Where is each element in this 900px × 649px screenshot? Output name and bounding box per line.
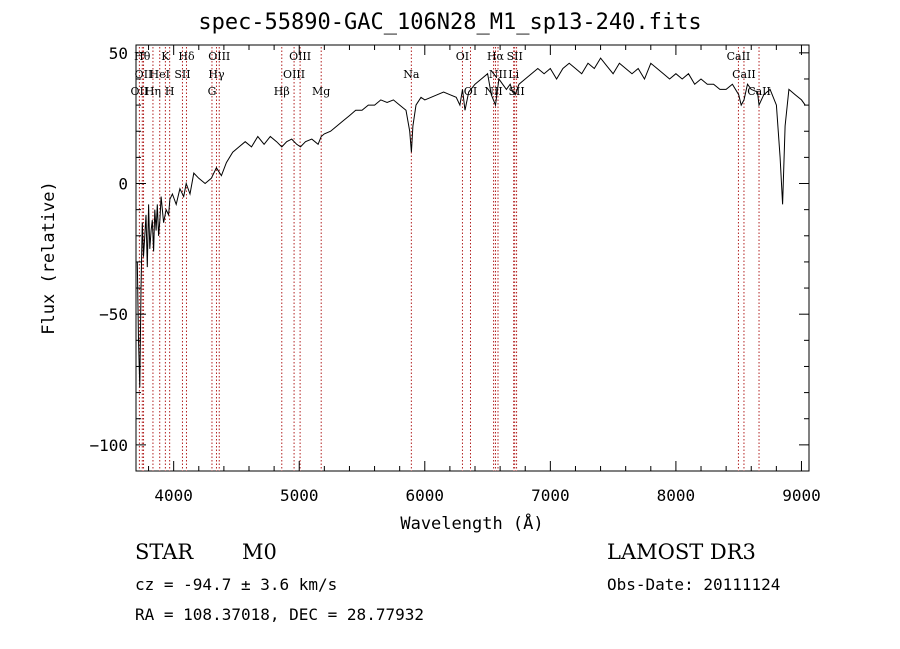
line-label-k: K <box>161 50 170 63</box>
line-label-oiii: OII <box>135 68 153 81</box>
line-label-oii: OII <box>131 85 149 98</box>
object-class: STAR <box>135 540 194 564</box>
redshift-velocity: cz = -94.7 ± 3.6 km/s <box>135 575 338 594</box>
line-label-hei: HeI <box>150 68 170 81</box>
line-label-hb: Hθ <box>134 50 151 63</box>
line-label-mg: Mg <box>312 85 330 98</box>
x-tick-label: 7000 <box>531 486 570 505</box>
observation-date: Obs-Date: 20111124 <box>607 575 781 594</box>
line-label-oiii-4363: OIII <box>208 50 230 63</box>
x-tick-label: 9000 <box>782 486 821 505</box>
line-label-sii-6716: SII <box>507 50 523 63</box>
line-label-oi: OI <box>456 50 469 63</box>
line-label-li: Li <box>508 68 519 81</box>
spectral-line-markers <box>138 47 760 471</box>
line-label-caii-8542: CaII <box>732 68 756 81</box>
line-label-nii-6548: NII <box>484 85 502 98</box>
line-label-h: H <box>165 85 175 98</box>
spectrum-line <box>136 57 806 388</box>
object-subclass: M0 <box>242 540 277 564</box>
plot-frame <box>135 44 810 472</box>
line-label-oiii-5007: OIII <box>289 50 311 63</box>
survey-name: LAMOST DR3 <box>607 540 756 564</box>
x-tick-label: 6000 <box>406 486 445 505</box>
line-label-g: G <box>208 85 217 98</box>
chart-title: spec-55890-GAC_106N28_M1_sp13-240.fits <box>198 10 702 35</box>
line-label-na: Na <box>403 68 420 81</box>
y-tick-label: 50 <box>109 44 128 63</box>
line-label-hη: Hη <box>145 85 161 98</box>
line-label-oi-6364: OI <box>464 85 477 98</box>
line-label-caii-8662: CaII <box>747 85 771 98</box>
line-label-nii-6583: NII <box>489 68 507 81</box>
x-tick-label: 4000 <box>154 486 193 505</box>
line-label-hβ: Hβ <box>274 85 290 98</box>
line-label-caii-8498: CaII <box>727 50 751 63</box>
coordinates: RA = 108.37018, DEC = 28.77932 <box>135 605 424 624</box>
y-tick-label: −50 <box>99 305 128 324</box>
axis-ticks <box>136 45 809 472</box>
line-label-hδ: Hδ <box>178 50 195 63</box>
line-label-oiii-4959: OIII <box>283 68 305 81</box>
y-axis-label: Flux (relative) <box>39 181 59 335</box>
y-tick-label: 0 <box>118 175 128 194</box>
line-label-hα: Hα <box>487 50 505 63</box>
line-label-hγ: Hγ <box>208 68 225 81</box>
axis-tick-labels: 4000 5000 6000 7000 8000 9000 −100 −50 0 50 <box>89 44 820 505</box>
x-tick-label: 5000 <box>280 486 319 505</box>
x-axis-label: Wavelength (Å) <box>400 512 543 534</box>
line-label-sii: SII <box>174 68 190 81</box>
x-tick-label: 8000 <box>657 486 696 505</box>
y-tick-label: −100 <box>89 436 128 455</box>
